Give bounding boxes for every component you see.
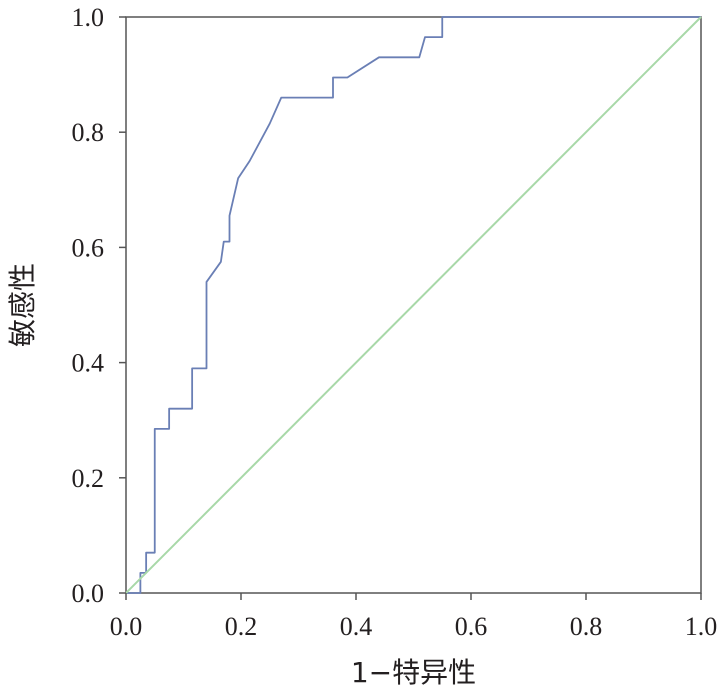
y-tick-label: 0.0 (72, 579, 105, 608)
y-tick-label: 0.2 (72, 464, 105, 493)
x-axis-ticks: 0.0 0.2 0.4 0.6 0.8 1.0 (110, 593, 718, 641)
x-tick-label: 0.4 (340, 612, 373, 641)
reference-diagonal-line (125, 16, 702, 594)
plot-area (125, 16, 702, 594)
y-tick-label: 0.4 (72, 349, 105, 378)
x-tick-label: 0.2 (225, 612, 258, 641)
plot-frame (125, 16, 702, 594)
y-axis-title: 敏感性 (6, 263, 39, 347)
x-tick-label: 0.8 (570, 612, 603, 641)
x-tick-label: 0.6 (455, 612, 488, 641)
x-axis-title: 1−特异性 (351, 656, 476, 689)
roc-curve-line (126, 16, 701, 594)
y-tick-label: 0.8 (72, 118, 105, 147)
y-tick-label: 0.6 (72, 233, 105, 262)
y-axis-ticks: 0.0 0.2 0.4 0.6 0.8 1.0 (72, 3, 126, 608)
x-tick-label: 0.0 (110, 612, 143, 641)
x-tick-label: 1.0 (685, 612, 718, 641)
y-tick-label: 1.0 (72, 3, 105, 32)
series-layer (125, 16, 702, 594)
